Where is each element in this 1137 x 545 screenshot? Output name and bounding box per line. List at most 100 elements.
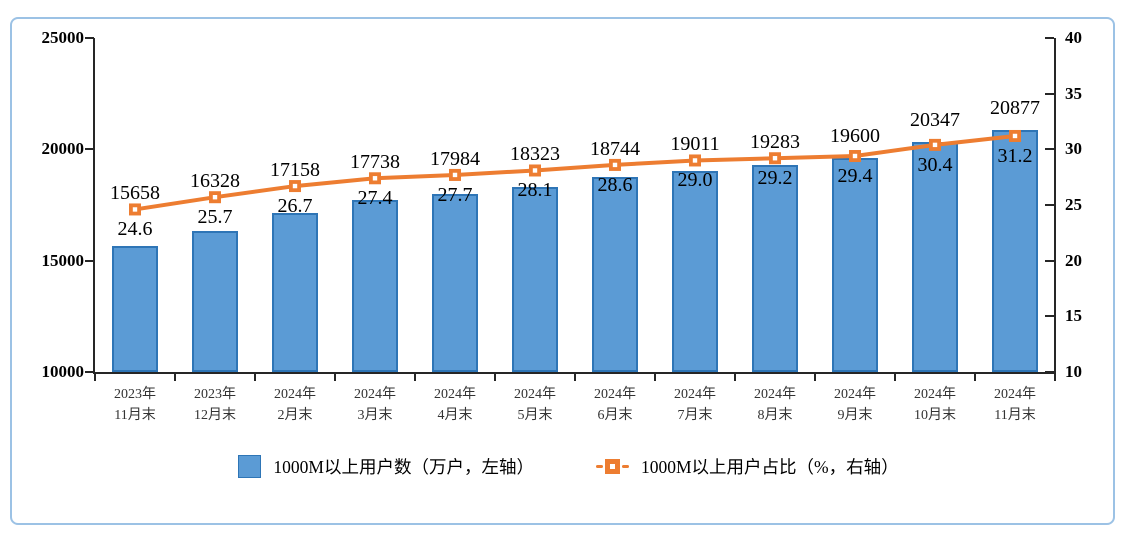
- left-axis-tick-label: 10000: [41, 362, 85, 381]
- line-series-swatch-icon: [595, 459, 629, 474]
- right-axis-tick: [1045, 259, 1054, 262]
- right-axis-tick: [1045, 371, 1054, 373]
- line-path: [134, 133, 1016, 212]
- right-axis-tick-label: 30: [1065, 139, 1082, 159]
- line-series-layer: [129, 129, 1021, 216]
- right-axis-tick-label: 10: [1065, 362, 1082, 381]
- x-axis-tick: [654, 374, 656, 381]
- right-axis-tick-label: 20: [1065, 250, 1082, 270]
- legend-item-share: 1000M以上用户占比（%，右轴）: [595, 454, 899, 479]
- x-axis-tick: [1054, 374, 1056, 381]
- line-value-label: 29.0: [677, 169, 713, 192]
- left-axis-tick: [85, 371, 94, 373]
- x-axis-category-label: 2024年 2月末: [274, 387, 316, 423]
- x-axis-category-label: 2024年 7月末: [674, 387, 716, 423]
- bar: [832, 158, 878, 372]
- line-value-label: 29.4: [837, 165, 873, 187]
- x-axis-tick: [254, 374, 256, 381]
- x-axis-line: [93, 372, 1056, 374]
- line-marker-center: [452, 172, 458, 178]
- x-axis-tick: [574, 374, 576, 381]
- left-axis-tick-label: 25000: [41, 28, 85, 47]
- bar: [912, 141, 958, 372]
- line-marker-center: [612, 162, 618, 168]
- x-axis-tick: [734, 374, 736, 381]
- left-axis-tick: [85, 259, 94, 262]
- right-axis-tick-label: 15: [1065, 306, 1082, 326]
- line-value-label: 28.6: [597, 173, 633, 196]
- bar-value-label: 19283: [750, 131, 800, 154]
- line-value-label: 26.7: [277, 195, 313, 218]
- x-axis-category-label: 2024年 11月末: [994, 387, 1036, 423]
- legend: 1000M以上用户数（万户，左轴） 1000M以上用户占比（%，右轴）: [0, 454, 1137, 479]
- line-marker-center: [532, 168, 538, 173]
- left-y-axis-line: [93, 38, 95, 374]
- x-axis-category-label: 2024年 8月末: [754, 387, 796, 423]
- bar-value-label: 19011: [670, 133, 720, 156]
- line-marker-center: [852, 153, 858, 159]
- bar-value-label: 20877: [990, 96, 1040, 119]
- x-axis-category-label: 2023年 12月末: [194, 387, 236, 423]
- right-axis-tick: [1045, 37, 1054, 39]
- line-value-label: 29.2: [757, 167, 793, 190]
- right-axis-tick-label: 35: [1065, 83, 1082, 103]
- right-axis-tick: [1045, 92, 1054, 95]
- x-axis-tick: [894, 374, 896, 381]
- bar: [512, 186, 558, 372]
- line-marker-center: [772, 156, 778, 161]
- x-axis-category-label: 2024年 6月末: [594, 387, 636, 423]
- x-axis-tick: [974, 374, 976, 381]
- line-dash-icon: [621, 464, 629, 469]
- x-axis-tick: [494, 374, 496, 381]
- bar-value-label: 18323: [510, 143, 560, 166]
- bar-value-label: 17738: [350, 151, 400, 174]
- bar: [352, 199, 398, 372]
- line-dash-icon: [595, 464, 603, 469]
- x-axis-tick: [94, 374, 96, 381]
- legend-item-users: 1000M以上用户数（万户，左轴）: [238, 454, 534, 479]
- bar: [112, 246, 158, 372]
- line-value-label: 27.7: [437, 183, 473, 206]
- bar: [192, 231, 238, 372]
- bar-value-label: 17984: [430, 147, 480, 170]
- x-axis-category-label: 2024年 3月末: [354, 387, 396, 423]
- line-marker-icon: [604, 459, 620, 474]
- x-axis-category-label: 2024年 5月末: [514, 387, 556, 423]
- line-value-label: 30.4: [917, 153, 953, 176]
- x-axis-category-label: 2024年 10月末: [914, 387, 956, 423]
- legend-label-share: 1000M以上用户占比（%，右轴）: [640, 457, 899, 477]
- line-marker-center: [692, 158, 698, 163]
- line-marker-center: [1012, 133, 1018, 139]
- x-axis-category-label: 2023年 11月末: [114, 387, 156, 423]
- bar: [672, 171, 718, 372]
- bar: [992, 129, 1038, 372]
- line-value-label: 28.1: [517, 179, 553, 202]
- line-marker-center: [372, 176, 378, 181]
- line-value-label: 25.7: [197, 206, 233, 229]
- x-axis-tick: [414, 374, 416, 381]
- right-axis-tick-label: 25: [1065, 195, 1082, 214]
- x-axis-tick: [334, 374, 336, 381]
- line-marker-center: [292, 183, 298, 189]
- x-axis-category-label: 2024年 9月末: [834, 387, 876, 423]
- left-axis-tick-label: 15000: [41, 250, 85, 270]
- bar-value-label: 15658: [110, 182, 160, 205]
- bar: [592, 177, 638, 372]
- bar: [272, 212, 318, 372]
- bar-value-label: 16328: [190, 170, 240, 193]
- x-axis-category-label: 2024年 4月末: [434, 387, 476, 423]
- bar-value-label: 19600: [830, 125, 880, 148]
- left-axis-tick: [85, 148, 94, 151]
- right-y-axis-line: [1054, 38, 1056, 374]
- bar: [432, 194, 478, 372]
- legend-label-users: 1000M以上用户数（万户，左轴）: [273, 457, 534, 477]
- right-axis-tick: [1045, 315, 1054, 318]
- x-axis-tick: [174, 374, 176, 381]
- right-axis-tick-label: 40: [1065, 28, 1082, 47]
- bar-series-swatch-icon: [238, 455, 262, 478]
- bar: [752, 165, 798, 372]
- line-marker-center: [132, 207, 138, 212]
- bar-value-label: 17158: [270, 159, 320, 182]
- line-value-label: 27.4: [357, 187, 393, 210]
- right-axis-tick: [1045, 204, 1054, 206]
